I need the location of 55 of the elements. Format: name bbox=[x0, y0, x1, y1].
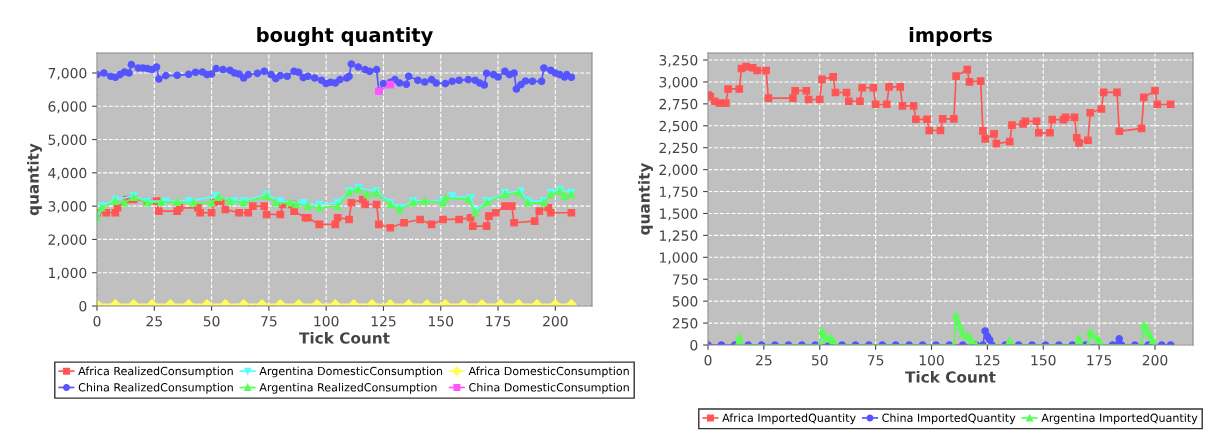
chart-title: bought quantity bbox=[257, 27, 433, 47]
y-axis-title: quantity bbox=[27, 143, 42, 216]
x-tick-label: 0 bbox=[704, 354, 712, 366]
x-tick-label: 125 bbox=[371, 315, 396, 327]
legend-label: China ImportedQuantity bbox=[882, 413, 1016, 425]
y-tick-label: 4,000 bbox=[48, 167, 87, 180]
y-tick-label: 3,250 bbox=[659, 54, 698, 67]
legend-label: Argentina RealizedConsumption bbox=[259, 382, 437, 394]
legend-label: Africa ImportedQuantity bbox=[722, 413, 856, 425]
x-tick-label: 150 bbox=[429, 315, 454, 327]
legend-label: China RealizedConsumption bbox=[78, 382, 233, 394]
x-tick-label: 150 bbox=[1031, 354, 1056, 366]
x-tick-label: 125 bbox=[975, 354, 1000, 366]
legend-label: Africa DomesticConsumption bbox=[468, 366, 629, 378]
y-tick-label: 2,000 bbox=[659, 164, 698, 177]
y-tick-label: 3,000 bbox=[48, 201, 87, 214]
y-tick-label: 1,000 bbox=[49, 267, 87, 280]
y-tick-label: 1,500 bbox=[660, 208, 698, 221]
legend-label: Africa RealizedConsumption bbox=[78, 366, 233, 378]
legend-label: China DomesticConsumption bbox=[469, 382, 629, 394]
y-tick-label: 6,000 bbox=[48, 101, 87, 114]
x-tick-label: 175 bbox=[486, 316, 511, 327]
y-tick-label: 5,000 bbox=[48, 134, 87, 147]
legend-label: Argentina ImportedQuantity bbox=[1041, 413, 1198, 425]
legend-label: Argentina DomesticConsumption bbox=[259, 366, 443, 378]
x-axis-title: Tick Count bbox=[299, 331, 390, 344]
x-tick-label: 75 bbox=[261, 316, 277, 327]
x-tick-label: 75 bbox=[867, 355, 884, 366]
y-tick-label: 750 bbox=[672, 274, 698, 285]
x-tick-label: 0 bbox=[93, 315, 101, 327]
y-tick-label: 2,000 bbox=[48, 234, 87, 247]
y-axis-title: quantity bbox=[638, 162, 653, 235]
x-tick-label: 50 bbox=[203, 315, 220, 327]
y-tick-label: 2,250 bbox=[659, 142, 698, 155]
x-tick-label: 200 bbox=[543, 315, 568, 327]
x-tick-label: 25 bbox=[756, 354, 772, 366]
y-tick-label: 250 bbox=[672, 318, 698, 329]
y-tick-label: 500 bbox=[672, 296, 698, 307]
y-tick-label: 0 bbox=[690, 339, 698, 351]
x-tick-label: 25 bbox=[146, 315, 162, 327]
x-tick-label: 100 bbox=[919, 354, 944, 366]
chart-title: imports bbox=[909, 27, 992, 46]
x-tick-label: 175 bbox=[1087, 355, 1112, 366]
x-tick-label: 50 bbox=[811, 354, 828, 366]
y-tick-label: 1,750 bbox=[660, 186, 698, 199]
y-tick-label: 2,500 bbox=[659, 120, 698, 133]
y-tick-label: 0 bbox=[79, 300, 87, 312]
x-tick-label: 200 bbox=[1142, 354, 1168, 366]
x-axis-title: Tick Count bbox=[905, 370, 996, 383]
y-tick-label: 1,250 bbox=[660, 230, 698, 243]
y-tick-label: 2,750 bbox=[659, 98, 698, 111]
y-tick-label: 7,000 bbox=[48, 67, 87, 80]
x-tick-label: 100 bbox=[314, 315, 339, 327]
y-tick-label: 1,000 bbox=[660, 252, 698, 265]
y-tick-label: 3,000 bbox=[659, 76, 698, 89]
